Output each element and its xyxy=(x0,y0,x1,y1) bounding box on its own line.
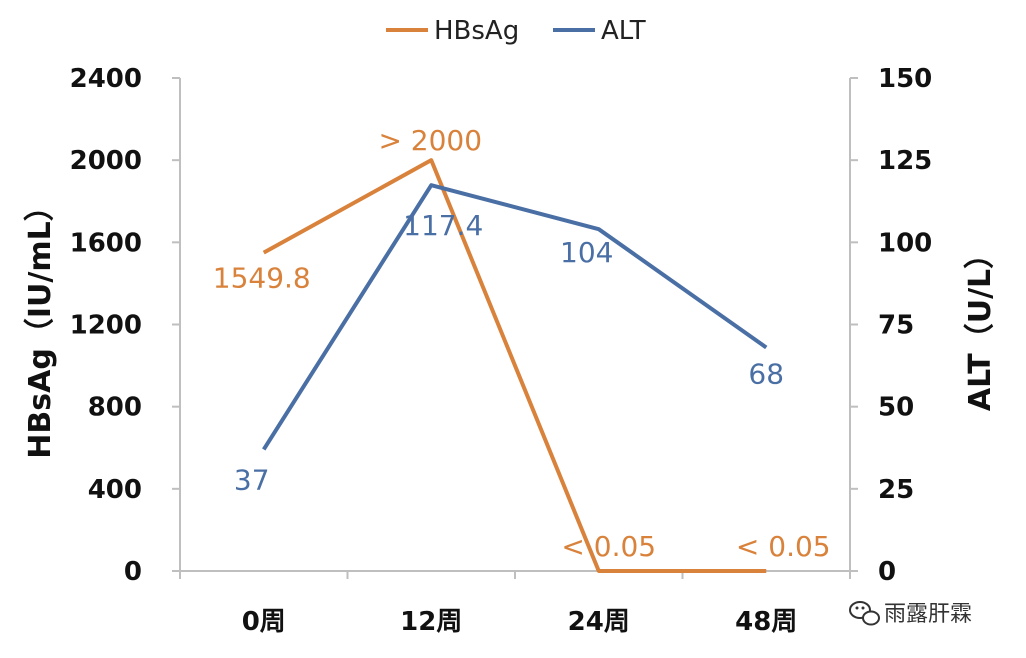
right-tick-label: 25 xyxy=(878,475,914,505)
left-tick-label: 1200 xyxy=(70,311,142,341)
right-axis-title: ALT（U/L） xyxy=(963,239,998,411)
left-tick-label: 400 xyxy=(88,475,142,505)
watermark-text: 雨露肝霖 xyxy=(884,602,972,627)
series-line-hbsag xyxy=(262,158,767,573)
watermark: 雨露肝霖 xyxy=(849,601,972,627)
right-tick-label: 100 xyxy=(878,228,932,258)
data-label-hbsag: < 0.05 xyxy=(561,530,656,563)
series-line-alt xyxy=(262,183,768,451)
right-tick-label: 125 xyxy=(878,146,932,176)
right-tick-label: 150 xyxy=(878,64,932,94)
legend-label-alt: ALT xyxy=(601,16,646,46)
x-tick-label: 12周 xyxy=(400,607,462,637)
data-label-alt: 104 xyxy=(560,236,613,269)
left-tick-label: 1600 xyxy=(70,228,142,258)
left-axis-title: HBsAg（IU/mL） xyxy=(23,191,58,458)
left-axis-ticks: 0 400 800 1200 1600 2000 2400 xyxy=(70,64,180,587)
data-labels: 1549.8 > 2000 < 0.05 < 0.05 37 117.4 104 68 xyxy=(213,124,831,563)
right-tick-label: 50 xyxy=(878,393,914,423)
series-lines xyxy=(262,158,768,573)
data-label-hbsag: < 0.05 xyxy=(736,530,831,563)
left-tick-label: 2000 xyxy=(70,146,142,176)
data-label-alt: 37 xyxy=(234,463,270,496)
legend: HBsAg ALT xyxy=(386,16,646,46)
x-tick-label: 0周 xyxy=(242,607,286,637)
left-tick-label: 0 xyxy=(124,557,142,587)
right-axis-ticks: 0 25 50 75 100 125 150 xyxy=(850,64,932,587)
data-label-alt: 117.4 xyxy=(403,209,483,242)
right-tick-label: 75 xyxy=(878,311,914,341)
legend-label-hbsag: HBsAg xyxy=(434,16,519,46)
data-label-hbsag: 1549.8 xyxy=(213,262,311,295)
left-tick-label: 2400 xyxy=(70,64,142,94)
data-label-alt: 68 xyxy=(748,358,784,391)
right-tick-label: 0 xyxy=(878,557,896,587)
x-tick-label: 48周 xyxy=(735,607,797,637)
left-tick-label: 800 xyxy=(88,393,142,423)
x-axis-ticks: 0周 12周 24周 48周 xyxy=(179,571,851,637)
x-tick-label: 24周 xyxy=(568,607,630,637)
data-label-hbsag: > 2000 xyxy=(378,124,482,157)
wechat-icon xyxy=(849,601,880,626)
